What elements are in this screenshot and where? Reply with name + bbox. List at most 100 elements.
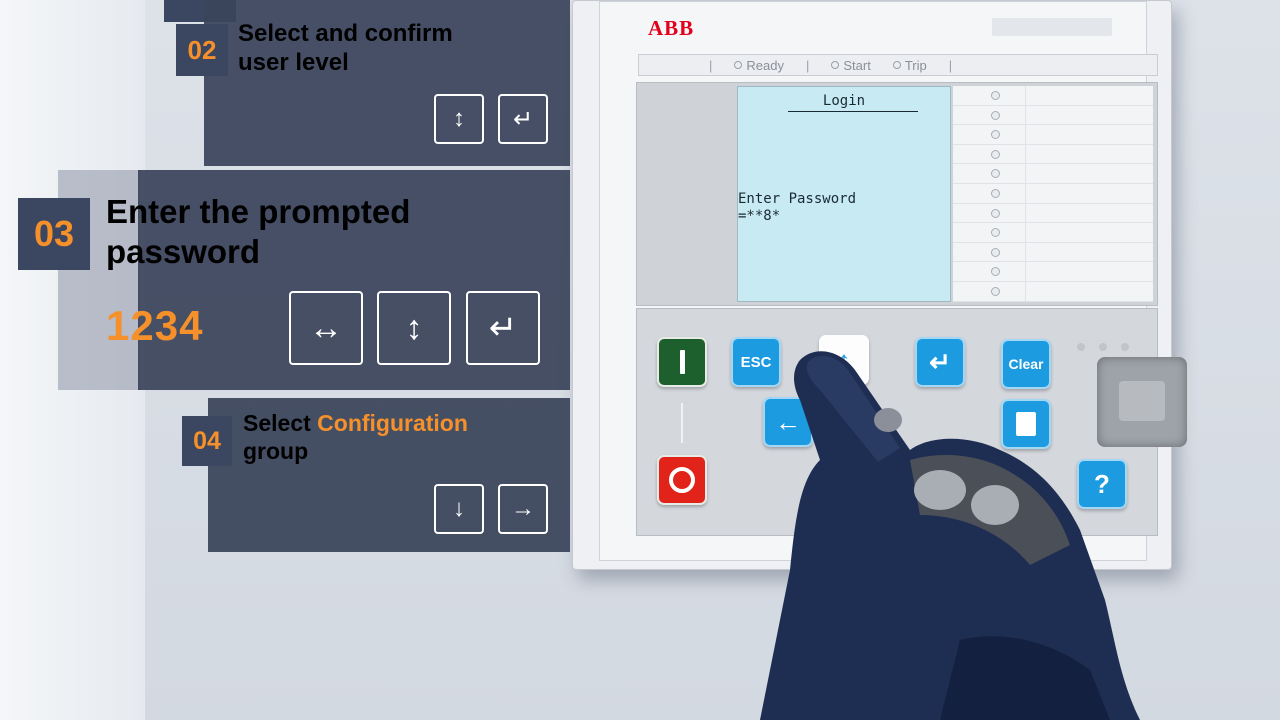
led-row [953, 125, 1153, 145]
help-button-label: ? [1094, 468, 1110, 499]
knuckle-pad [914, 470, 966, 510]
status-start: Start [831, 57, 871, 73]
up-down-arrow-icon: ↕ [453, 105, 465, 132]
ready-led-icon [734, 61, 743, 69]
up-down-key-hint: ↕ [377, 291, 451, 365]
led-row [953, 242, 1153, 263]
step-02-panel [204, 0, 570, 166]
step-03-title-line2: password [106, 232, 261, 270]
ethernet-port-cover[interactable] [1097, 357, 1187, 447]
left-arrow-icon: ← [775, 406, 801, 437]
lcd-password-prompt: Enter Password [738, 191, 857, 207]
gloved-hand-illustration [760, 351, 1140, 720]
enter-icon: ↵ [929, 346, 951, 377]
led-icon [991, 110, 1000, 120]
step-04-badge: 04 [182, 416, 232, 466]
led-row [953, 144, 1153, 165]
led-icon [991, 188, 1000, 198]
step-04-panel [208, 398, 570, 552]
led-icon [991, 208, 1000, 218]
led-label-slot [1025, 223, 1149, 243]
step-04-title: Select Configuration group [243, 410, 563, 465]
knuckle-pad [874, 408, 902, 432]
status-ready: Ready [734, 58, 784, 73]
led-label-slot [1025, 164, 1149, 184]
led-row [953, 262, 1153, 282]
lcd-screen: Login Enter Password =**8* [737, 86, 951, 302]
esc-button-label: ESC [740, 353, 772, 371]
step-03-badge: 03 [18, 198, 90, 270]
led-row [953, 281, 1153, 302]
left-right-key-hint: ↔ [289, 291, 363, 365]
led-row [953, 105, 1153, 126]
led-label-slot [1025, 281, 1149, 301]
help-button[interactable]: ? [1077, 459, 1127, 509]
menu-button[interactable] [1001, 399, 1051, 449]
trip-led-icon [892, 61, 901, 69]
up-down-key-hint: ↕ [434, 94, 484, 144]
step-03-title: Enter the prompted password [106, 192, 526, 271]
lcd-title-underline [788, 111, 918, 112]
left-right-arrow-icon: ↔ [309, 308, 343, 347]
indicator-dot [1077, 343, 1085, 351]
esc-button[interactable]: ESC [731, 337, 781, 387]
display-area: Login Enter Password =**8* [636, 82, 1158, 306]
indicator-dot [1121, 343, 1129, 351]
separator: | [709, 57, 713, 73]
down-arrow-icon: ↓ [453, 495, 465, 522]
led-row [953, 223, 1153, 243]
led-icon [991, 286, 1000, 296]
separator: | [948, 57, 953, 73]
led-row [953, 164, 1153, 184]
nameplate [992, 18, 1112, 36]
status-start-label: Start [843, 57, 871, 73]
step-04-title-highlight: Configuration [317, 410, 468, 436]
password-code: 1234 [106, 302, 204, 349]
led-icon [991, 130, 1000, 140]
step-04-title-line2: group [243, 437, 309, 464]
clear-button-label: Clear [1008, 356, 1044, 372]
close-breaker-button[interactable] [657, 337, 707, 387]
step-02-title-line1: Select and confirm [238, 20, 453, 47]
down-key-hint: ↓ [434, 484, 484, 534]
led-row [953, 183, 1153, 204]
led-label-slot [1025, 262, 1149, 282]
up-down-arrow-icon: ↕ [405, 308, 423, 347]
led-icon [991, 149, 1000, 159]
led-row [953, 203, 1153, 224]
led-label-slot [1025, 105, 1149, 125]
step-02-title-line2: user level [238, 48, 349, 76]
programmable-led-list [953, 86, 1153, 302]
separator-line [681, 403, 683, 443]
start-led-icon [831, 61, 840, 69]
close-icon [679, 350, 685, 374]
led-icon [991, 169, 1000, 179]
open-breaker-button[interactable] [657, 455, 707, 505]
index-finger [806, 355, 900, 462]
ethernet-port-icon [1119, 381, 1165, 421]
status-trip: Trip [892, 58, 927, 73]
clear-button[interactable]: Clear [1001, 339, 1051, 389]
enter-button[interactable]: ↵ [915, 337, 965, 387]
step-04-title-prefix: Select [243, 410, 311, 436]
step-03-panel [138, 170, 570, 390]
right-key-hint: → [498, 484, 548, 534]
indicator-dot [1099, 343, 1107, 351]
led-icon [991, 247, 1000, 257]
enter-icon: ↵ [512, 105, 534, 133]
enter-icon: ↵ [488, 309, 518, 347]
status-led-bar: | Ready | Start Trip | [638, 54, 1158, 76]
led-label-slot [1025, 86, 1149, 105]
open-icon [669, 467, 695, 493]
glove-body [760, 351, 1140, 720]
led-icon [991, 228, 1000, 238]
led-icon [991, 91, 1000, 100]
led-label-slot [1025, 125, 1149, 145]
step-04-title-line1: Select Configuration [243, 410, 563, 438]
step-03-title-line1: Enter the prompted [106, 193, 411, 230]
step-02-title: Select and confirm user level [238, 20, 558, 78]
lcd-password-value: =**8* [738, 208, 781, 224]
led-label-slot [1025, 203, 1149, 223]
glove-cuff [940, 636, 1110, 720]
menu-icon [1016, 412, 1036, 436]
